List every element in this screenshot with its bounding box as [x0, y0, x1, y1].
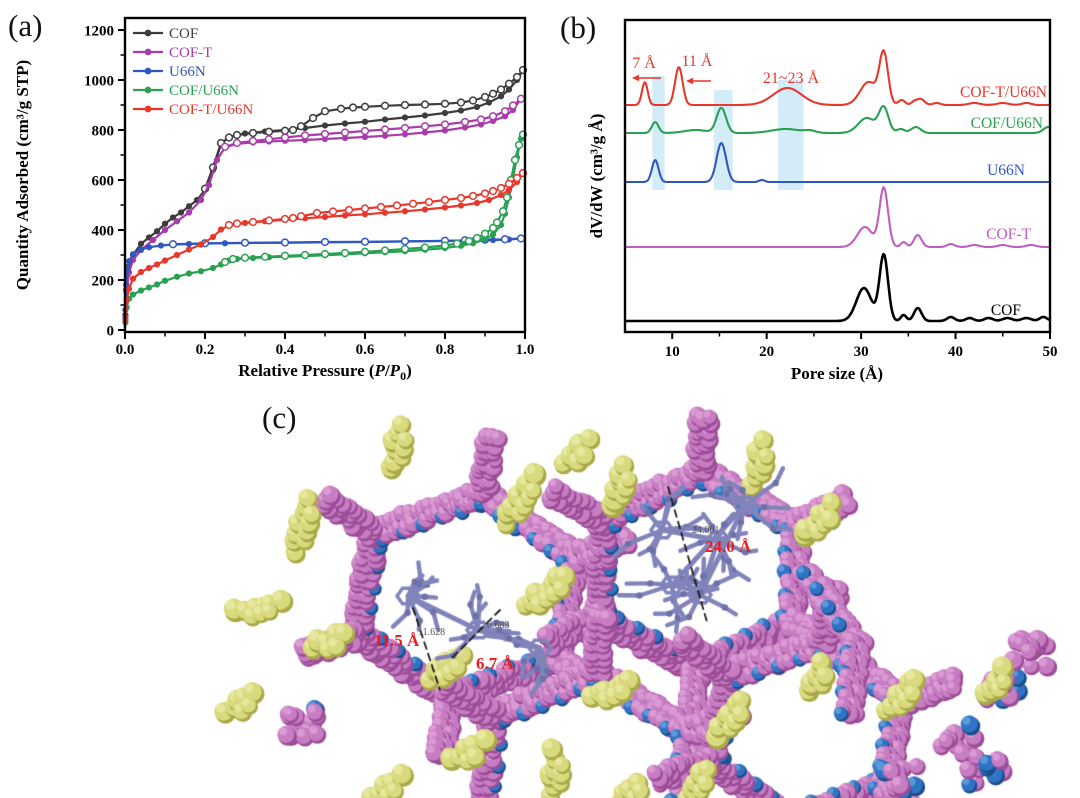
curve-COF/U66N [625, 104, 1051, 135]
measurement-115-label: 11.5 Å [374, 631, 420, 650]
x-axis-title: Relative Pressure (P/P0) [238, 361, 411, 383]
x-axis-title: Pore size (Å) [791, 364, 883, 383]
svg-text:1.0: 1.0 [516, 342, 535, 358]
y-axis-title: dV/dW (cm³/g Å) [587, 114, 606, 239]
panel-a-plot: 0.0 0.2 0.4 0.6 0.8 1.0 0 200 400 600 800 1000 1200 C… [13, 16, 534, 383]
svg-text:800: 800 [92, 124, 115, 140]
svg-text:0.4: 0.4 [276, 342, 295, 358]
annotation: 21~23 Å [763, 69, 820, 87]
pore-size-distribution-chart: COF-T/U66N COF/U66N U66N COF-T COF 7 Å 11 Å 21~… [587, 18, 1058, 383]
panel-a-label: (a) [8, 8, 43, 43]
panel-b-plot: COF-T/U66N COF/U66N U66N COF-T COF 7 Å 11 Å 21~… [587, 18, 1058, 383]
measurement-24-label: 24.0 Å [705, 537, 752, 556]
molecular-structure-canvas [0, 390, 1080, 798]
axes: 10 20 30 40 50 [665, 332, 1058, 360]
svg-text:0: 0 [107, 324, 115, 340]
svg-text:30: 30 [854, 344, 869, 360]
svg-text:10: 10 [665, 344, 680, 360]
curve-COF-T [625, 186, 1050, 249]
curve-label-COF-T: COF-T [986, 226, 1031, 243]
highlight-band [778, 80, 804, 190]
axes: 0.0 0.2 0.4 0.6 0.8 1.0 0 200 400 600 800 1000 1200 [84, 24, 534, 359]
svg-text:COF: COF [169, 26, 198, 42]
measurement-67-label: 6.7 Å [476, 654, 514, 673]
svg-text:COF-T/U66N: COF-T/U66N [169, 102, 253, 118]
svg-text:400: 400 [92, 224, 115, 240]
svg-text:20: 20 [759, 344, 774, 360]
svg-text:COF/U66N: COF/U66N [169, 83, 239, 99]
series-COF [122, 65, 528, 319]
curve-COF-T/U66N [625, 49, 1050, 107]
svg-text:COF-T: COF-T [169, 45, 212, 61]
svg-text:1200: 1200 [84, 24, 114, 40]
curve-label-COF/U66N: COF/U66N [971, 115, 1043, 132]
panel-b-label: (b) [560, 10, 597, 45]
series-COF-T/U66N [122, 168, 528, 324]
svg-text:1000: 1000 [84, 74, 114, 90]
measurement-24-raw: 24.001 [692, 525, 720, 536]
svg-text:U66N: U66N [169, 64, 206, 80]
legend: COF COF-T U66N COF/U66N COF-T/U66N [133, 26, 253, 118]
measurement-67-raw: 6.683 [487, 620, 510, 631]
svg-text:50: 50 [1043, 344, 1058, 360]
curve-label-U66N: U66N [987, 162, 1025, 179]
annotation: 11 Å [682, 52, 713, 70]
curve-label-COF: COF [991, 302, 1022, 319]
series-COF-T [122, 94, 526, 321]
series-U66N [122, 234, 526, 314]
svg-text:200: 200 [92, 274, 115, 290]
curve-label-COF-T/U66N: COF-T/U66N [960, 84, 1047, 101]
svg-text:600: 600 [92, 174, 115, 190]
svg-text:0.8: 0.8 [436, 342, 455, 358]
y-axis-title: Quantity Adsorbed (cm³/g STP) [13, 60, 32, 290]
curve-U66N [625, 141, 1050, 184]
curve-COF [624, 252, 1051, 323]
annotation: 7 Å [632, 54, 656, 72]
svg-text:0.6: 0.6 [356, 342, 375, 358]
svg-text:0.0: 0.0 [116, 342, 135, 358]
measurement-115-raw: 11.628 [418, 627, 446, 638]
svg-text:40: 40 [948, 344, 963, 360]
svg-text:0.2: 0.2 [196, 342, 215, 358]
adsorption-isotherm-chart: 0.0 0.2 0.4 0.6 0.8 1.0 0 200 400 600 800 1000 1200 C… [13, 16, 534, 383]
series-COF/U66N [122, 130, 528, 326]
